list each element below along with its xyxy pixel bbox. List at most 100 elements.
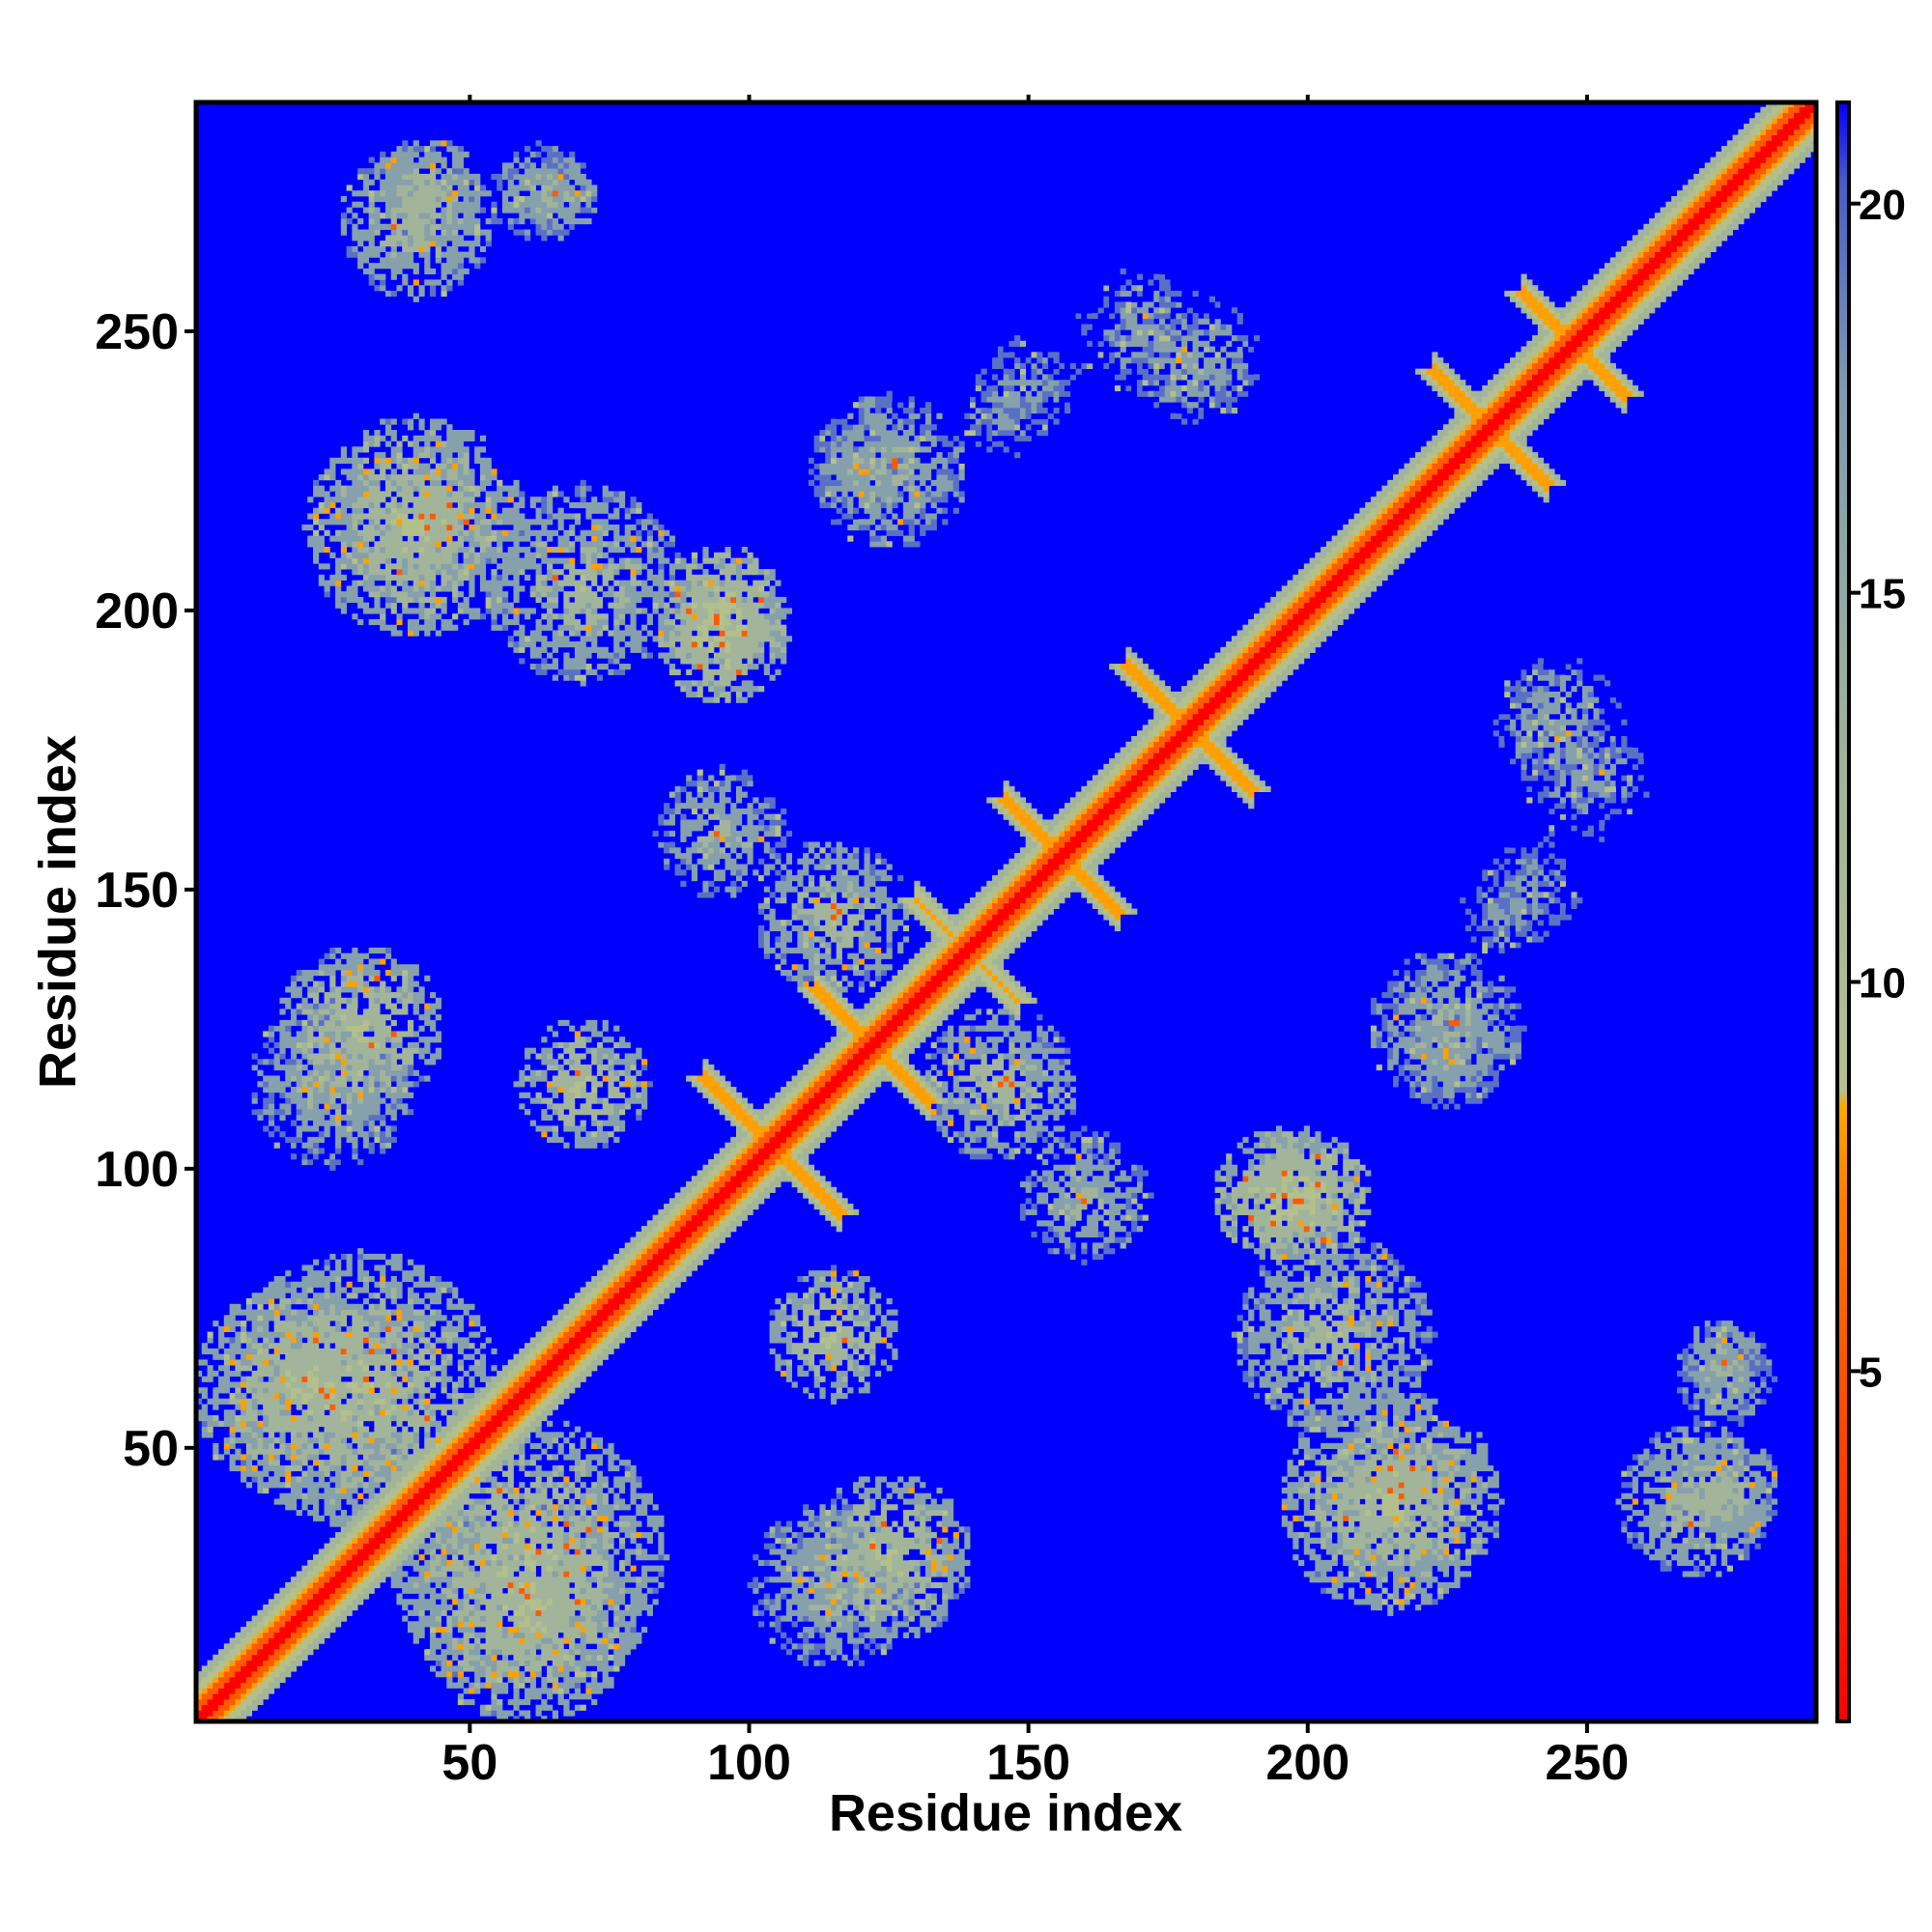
heatmap-cell — [229, 1309, 236, 1316]
heatmap-cell — [329, 1409, 336, 1416]
heatmap-cell — [491, 1704, 497, 1711]
heatmap-cell — [469, 1331, 475, 1338]
heatmap-cell — [507, 1526, 514, 1533]
heatmap-cell — [435, 613, 441, 620]
heatmap-cell — [329, 1064, 336, 1071]
heatmap-cell — [463, 1437, 469, 1444]
heatmap-cell — [346, 1448, 353, 1455]
heatmap-cell — [424, 1075, 431, 1082]
heatmap-cell — [463, 1526, 469, 1533]
heatmap-cell — [374, 479, 381, 487]
heatmap-cell — [440, 513, 447, 520]
heatmap-cell — [296, 1348, 302, 1355]
heatmap-cell — [412, 519, 419, 526]
heatmap-cell — [324, 997, 330, 1004]
heatmap-cell — [424, 1464, 431, 1472]
heatmap-cell — [374, 569, 381, 576]
heatmap-cell — [335, 1158, 342, 1166]
heatmap-cell — [463, 1520, 469, 1527]
heatmap-cell — [263, 1688, 270, 1694]
heatmap-cell — [440, 507, 447, 514]
heatmap-cell — [446, 1537, 453, 1544]
heatmap-cell — [357, 529, 364, 536]
heatmap-cell — [412, 563, 419, 570]
heatmap-cell — [474, 1543, 481, 1549]
heatmap-cell — [362, 1275, 370, 1283]
heatmap-cell — [307, 1148, 314, 1154]
heatmap-cell — [335, 1259, 342, 1265]
heatmap-cell — [352, 557, 358, 564]
heatmap-cell — [368, 970, 375, 977]
heatmap-cell — [402, 513, 409, 520]
heatmap-cell — [207, 1337, 213, 1344]
heatmap-cell — [324, 547, 330, 554]
heatmap-cell — [335, 1609, 342, 1616]
heatmap-cell — [352, 1125, 358, 1132]
heatmap-cell — [324, 519, 330, 526]
heatmap-cell — [380, 1404, 386, 1410]
heatmap-cell — [324, 1315, 330, 1321]
heatmap-cell — [402, 1415, 409, 1422]
heatmap-cell — [346, 1069, 353, 1076]
heatmap-cell — [457, 524, 465, 531]
heatmap-cell — [457, 1520, 465, 1527]
heatmap-cell — [307, 1114, 314, 1122]
heatmap-cell — [268, 1120, 275, 1126]
heatmap-cell — [324, 1259, 330, 1265]
heatmap-cell — [251, 1649, 258, 1656]
heatmap-cell — [346, 952, 353, 959]
heatmap-cell — [380, 1359, 386, 1366]
heatmap-cell — [357, 1131, 364, 1138]
heatmap-cell — [235, 1387, 242, 1394]
heatmap-cell — [257, 1392, 264, 1400]
heatmap-cell — [324, 1019, 330, 1027]
heatmap-cell — [301, 1593, 308, 1600]
heatmap-cell — [390, 1059, 397, 1065]
heatmap-cell — [463, 1609, 469, 1616]
heatmap-cell — [380, 1309, 386, 1316]
heatmap-cell — [241, 1420, 247, 1427]
heatmap-cell — [485, 1559, 492, 1567]
heatmap-cell — [424, 463, 431, 469]
heatmap-cell — [407, 1064, 414, 1071]
heatmap-cell — [218, 1660, 225, 1666]
heatmap-cell — [430, 1460, 437, 1466]
heatmap-cell — [296, 1432, 302, 1438]
heatmap-cell — [479, 457, 487, 464]
heatmap-cell — [251, 1398, 258, 1405]
heatmap-cell — [296, 986, 302, 993]
heatmap-cell — [424, 435, 431, 441]
heatmap-cell — [251, 1464, 258, 1472]
heatmap-cell — [396, 173, 403, 181]
heatmap-cell — [474, 452, 481, 459]
heatmap-cell — [390, 1526, 397, 1533]
heatmap-cell — [424, 1437, 431, 1444]
heatmap-cell — [435, 257, 441, 264]
heatmap-cell — [301, 1315, 308, 1321]
heatmap-cell — [318, 1348, 325, 1355]
heatmap-cell — [507, 1627, 514, 1634]
heatmap-cell — [352, 947, 358, 954]
heatmap-cell — [474, 263, 481, 270]
heatmap-cell — [290, 980, 298, 987]
heatmap-cell — [340, 1114, 347, 1122]
heatmap-cell — [307, 1604, 314, 1611]
heatmap-cell — [390, 630, 397, 637]
heatmap-cell — [452, 1671, 459, 1678]
heatmap-cell — [440, 608, 447, 614]
heatmap-cell — [469, 1476, 475, 1483]
heatmap-cell — [313, 1609, 320, 1616]
heatmap-cell — [491, 1665, 497, 1672]
heatmap-cell — [435, 1554, 441, 1561]
heatmap-cell — [407, 535, 414, 542]
heatmap-cell — [507, 1510, 514, 1517]
heatmap-cell — [307, 1025, 314, 1032]
heatmap-cell — [412, 1548, 419, 1555]
heatmap-cell — [384, 1442, 392, 1450]
heatmap-cell — [440, 1482, 447, 1489]
heatmap-cell — [340, 485, 347, 492]
heatmap-cell — [318, 1097, 325, 1104]
heatmap-cell — [452, 1454, 459, 1461]
heatmap-cell — [485, 218, 492, 225]
heatmap-cell — [296, 1437, 302, 1444]
